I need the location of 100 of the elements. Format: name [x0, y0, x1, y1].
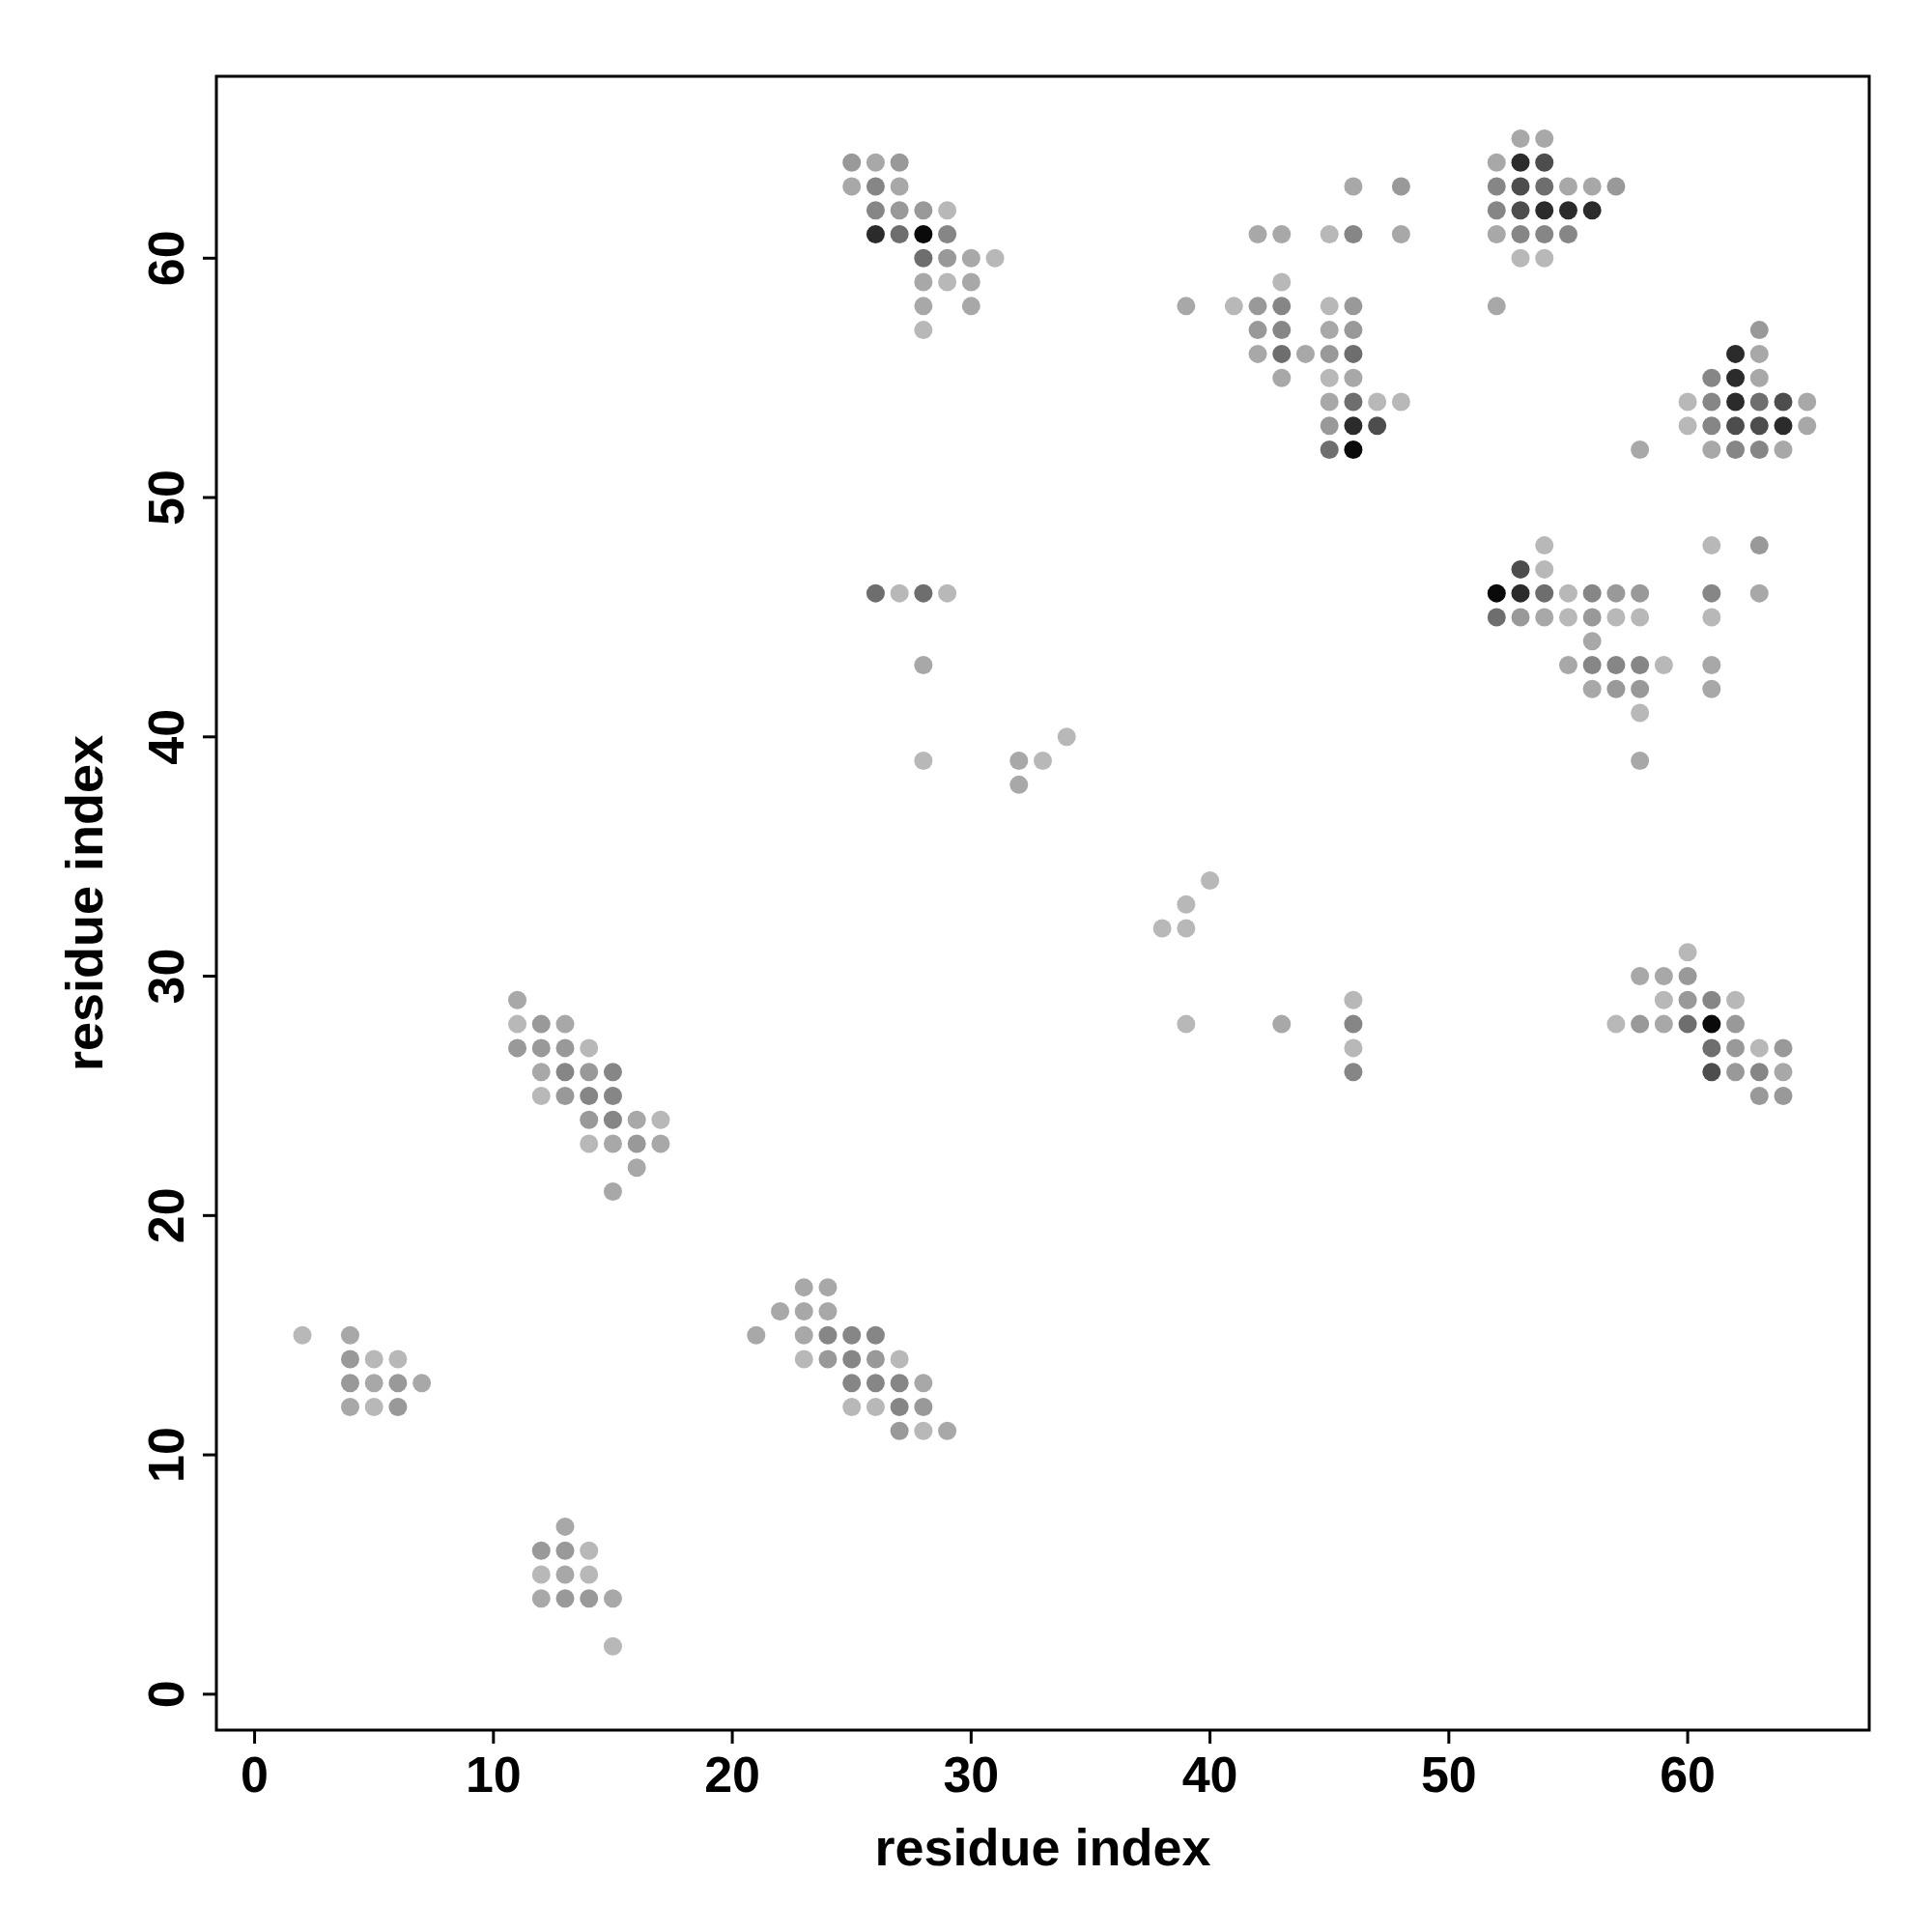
point [794, 1325, 813, 1345]
point [1558, 177, 1577, 196]
point [1726, 368, 1746, 387]
point [1511, 225, 1530, 244]
point [1248, 225, 1267, 244]
point [866, 225, 885, 244]
point [1702, 1038, 1721, 1058]
point [1774, 1086, 1793, 1105]
point [1774, 392, 1793, 412]
point [1558, 225, 1577, 244]
point [1726, 1014, 1746, 1034]
point [1702, 583, 1721, 603]
point [1535, 201, 1554, 220]
point [914, 583, 933, 603]
point [1511, 177, 1530, 196]
point [1487, 583, 1506, 603]
point [771, 1301, 790, 1321]
point [1344, 225, 1363, 244]
point [1272, 368, 1292, 387]
point [914, 1374, 933, 1393]
point [818, 1278, 838, 1297]
point [1535, 583, 1554, 603]
point [1272, 321, 1292, 340]
y-tick-label: 60 [138, 230, 194, 287]
point [1774, 1038, 1793, 1058]
point [1558, 608, 1577, 627]
point [1558, 583, 1577, 603]
point [890, 177, 909, 196]
point [603, 1110, 622, 1129]
point [1702, 368, 1721, 387]
point [914, 655, 933, 674]
point [1726, 440, 1746, 459]
point [603, 1063, 622, 1082]
point [1702, 536, 1721, 555]
point [1726, 416, 1746, 436]
point [1535, 225, 1554, 244]
point [1201, 870, 1220, 890]
point [1009, 775, 1029, 794]
point [580, 1086, 599, 1105]
point [1749, 416, 1769, 436]
point [1654, 655, 1673, 674]
point [1535, 153, 1554, 172]
y-tick-label: 10 [138, 1427, 194, 1483]
point [1749, 392, 1769, 412]
point [914, 272, 933, 292]
point [961, 297, 980, 316]
point [603, 1086, 622, 1105]
point [794, 1278, 813, 1297]
point [1511, 128, 1530, 148]
point [1487, 608, 1506, 627]
point [866, 177, 885, 196]
point [866, 1374, 885, 1393]
point [961, 248, 980, 268]
point [1487, 177, 1506, 196]
point [890, 225, 909, 244]
point [1511, 583, 1530, 603]
x-tick-label: 0 [241, 1747, 270, 1803]
point [1774, 440, 1793, 459]
point [1511, 201, 1530, 220]
point [1749, 344, 1769, 363]
point [866, 583, 885, 603]
point [1631, 608, 1650, 627]
point [1582, 655, 1602, 674]
point [1391, 225, 1410, 244]
point [1248, 344, 1267, 363]
point [1702, 1063, 1721, 1082]
point [1678, 990, 1697, 1009]
point [1344, 392, 1363, 412]
point [1344, 177, 1363, 196]
x-tick-label: 50 [1420, 1747, 1477, 1803]
point [1631, 1014, 1650, 1034]
point [1487, 225, 1506, 244]
y-tick-label: 0 [138, 1680, 194, 1709]
y-tick-label: 50 [138, 469, 194, 526]
point [1535, 536, 1554, 555]
point [1344, 416, 1363, 436]
point [1678, 967, 1697, 986]
point [747, 1325, 766, 1345]
point [914, 297, 933, 316]
point [1631, 655, 1650, 674]
point [842, 1350, 862, 1369]
point [1631, 703, 1650, 723]
y-axis-title: residue index [55, 734, 113, 1072]
point [1582, 177, 1602, 196]
point [555, 1063, 575, 1082]
point [1702, 1014, 1721, 1034]
point [1344, 990, 1363, 1009]
point [1774, 416, 1793, 436]
point [1702, 416, 1721, 436]
point [842, 177, 862, 196]
point [1344, 1014, 1363, 1034]
point [1726, 1038, 1746, 1058]
point [1535, 177, 1554, 196]
point [1177, 1014, 1196, 1034]
point [1798, 392, 1817, 412]
point [1631, 440, 1650, 459]
x-tick-label: 40 [1181, 1747, 1238, 1803]
point [1152, 919, 1172, 938]
x-tick-label: 30 [943, 1747, 1000, 1803]
point [818, 1301, 838, 1321]
